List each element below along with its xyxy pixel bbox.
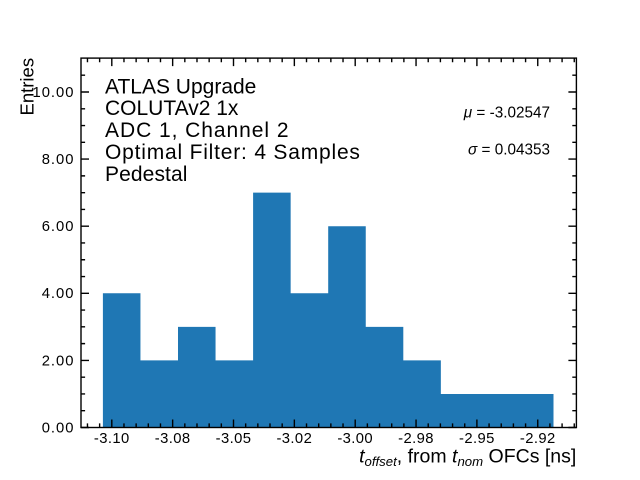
svg-text:ADC 1, Channel 2: ADC 1, Channel 2: [105, 119, 289, 142]
svg-text:-3.10: -3.10: [94, 431, 130, 447]
svg-text:-3.02: -3.02: [276, 431, 312, 447]
svg-text:10.00: 10.00: [32, 85, 74, 101]
svg-text:μ = -3.02547: μ = -3.02547: [463, 104, 550, 121]
svg-text:0.00: 0.00: [42, 420, 75, 436]
svg-text:-3.08: -3.08: [155, 431, 191, 447]
svg-text:toffset, from tnom OFCs [ns]: toffset, from tnom OFCs [ns]: [359, 445, 576, 469]
svg-text:Optimal Filter: 4 Samples: Optimal Filter: 4 Samples: [105, 141, 361, 164]
svg-text:6.00: 6.00: [42, 219, 75, 235]
svg-text:σ = 0.04353: σ = 0.04353: [468, 141, 550, 158]
svg-text:Entries: Entries: [17, 58, 38, 116]
svg-text:-2.92: -2.92: [520, 431, 556, 447]
svg-text:-2.98: -2.98: [398, 431, 434, 447]
svg-text:4.00: 4.00: [42, 286, 75, 302]
svg-text:ATLAS Upgrade: ATLAS Upgrade: [105, 75, 256, 98]
svg-text:-3.05: -3.05: [216, 431, 252, 447]
svg-text:8.00: 8.00: [42, 152, 75, 168]
svg-text:COLUTAv2 1x: COLUTAv2 1x: [105, 97, 239, 120]
svg-text:Pedestal: Pedestal: [105, 163, 188, 186]
svg-text:2.00: 2.00: [42, 353, 75, 369]
svg-text:-3.00: -3.00: [337, 431, 373, 447]
svg-text:-2.95: -2.95: [459, 431, 495, 447]
